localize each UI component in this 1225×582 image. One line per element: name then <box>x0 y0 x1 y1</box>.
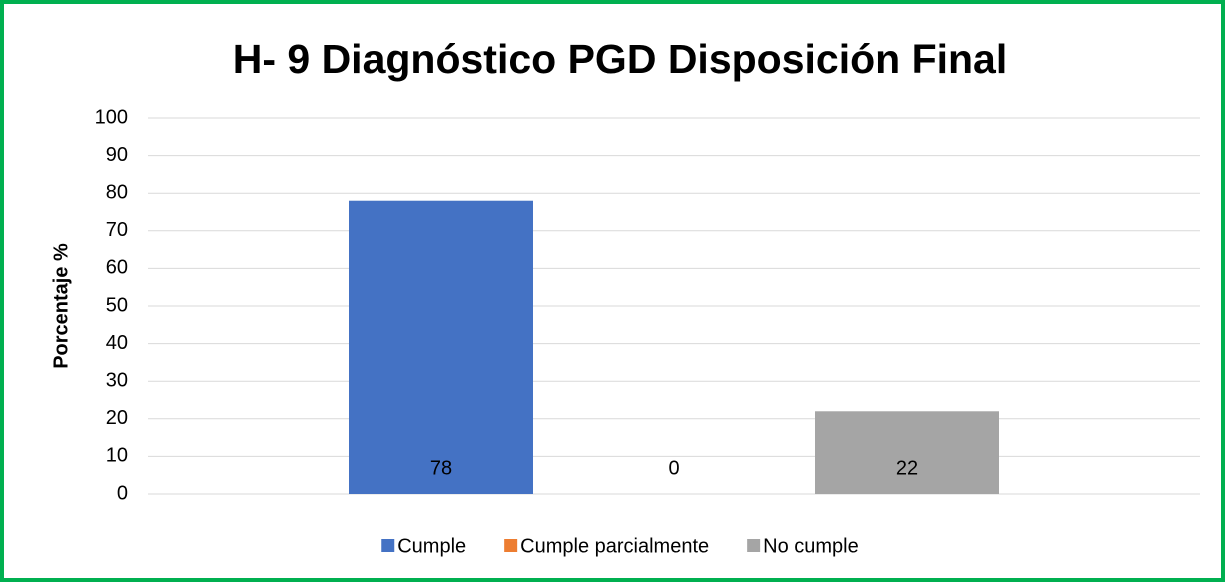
chart-title: H- 9 Diagnóstico PGD Disposición Final <box>233 36 1008 82</box>
legend-label: Cumple parcialmente <box>520 535 709 557</box>
bar <box>815 411 999 494</box>
y-tick-label: 40 <box>106 332 128 354</box>
legend-swatch <box>504 539 518 552</box>
y-tick-label: 10 <box>106 445 128 467</box>
y-tick-label: 20 <box>106 407 128 429</box>
y-tick-label: 100 <box>95 106 128 128</box>
legend-label: No cumple <box>763 535 859 557</box>
data-label: 0 <box>668 457 679 479</box>
legend-swatch <box>381 539 395 552</box>
y-tick-label: 50 <box>106 294 128 316</box>
legend-swatch <box>747 539 761 552</box>
bar <box>349 200 533 494</box>
y-tick-label: 60 <box>106 257 128 279</box>
data-label: 78 <box>430 457 452 479</box>
y-tick-label: 30 <box>106 369 128 391</box>
y-tick-label: 80 <box>106 181 128 203</box>
legend-label: Cumple <box>397 535 466 557</box>
y-tick-label: 0 <box>117 482 128 504</box>
y-tick-label: 90 <box>106 144 128 166</box>
y-tick-label: 70 <box>106 219 128 241</box>
y-axis-label: Porcentaje % <box>50 243 72 369</box>
data-label: 22 <box>896 457 918 479</box>
